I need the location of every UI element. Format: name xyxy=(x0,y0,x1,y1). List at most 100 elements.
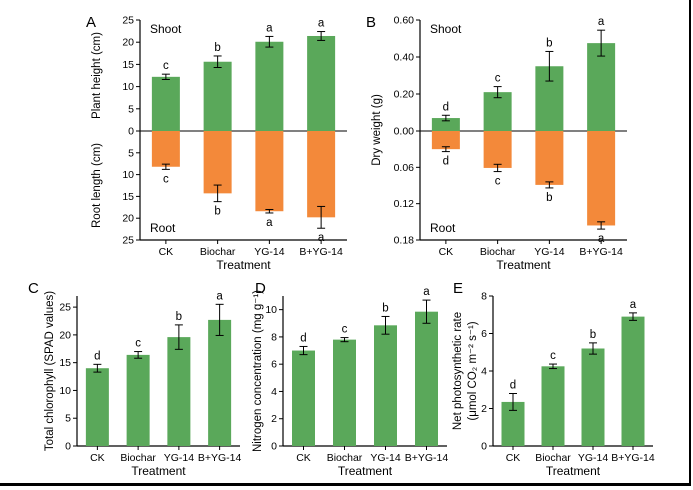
sig-letter: b xyxy=(176,311,182,323)
y-tick-label: 0.40 xyxy=(394,52,415,64)
sig-letter: c xyxy=(495,73,501,85)
x-tick-label: Biochar xyxy=(200,246,236,258)
sig-letter: a xyxy=(266,217,273,229)
x-tick-label: YG-14 xyxy=(370,452,401,464)
panel-d-label: D xyxy=(255,280,266,297)
bar xyxy=(581,348,605,446)
bar xyxy=(208,319,232,446)
sig-letter: c xyxy=(342,324,348,336)
sig-letter: a xyxy=(630,299,637,311)
y-tick-label: 0.12 xyxy=(394,198,415,210)
y-tick-label: 0.06 xyxy=(394,162,415,174)
panel-d-chart: 0 2 4 6 8 10 d c b a Nitrogen concentration (mg g⁻… xyxy=(252,286,448,478)
panel-c-chart: 0 5 10 15 20 25 d c b a Total chlorophyll (SPAD va… xyxy=(44,290,242,478)
sig-letter: a xyxy=(423,286,430,298)
sig-letter: c xyxy=(163,60,169,72)
sig-letter: c xyxy=(550,350,556,362)
panel-e: E 0 2 4 6 8 d c b a Net photosynthetic rate (μmol … xyxy=(445,272,691,484)
region-label: Root xyxy=(430,221,456,235)
x-tick-label: CK xyxy=(506,452,521,464)
bar xyxy=(307,35,336,131)
x-axis-label: Treatment xyxy=(546,464,601,478)
bar xyxy=(151,131,180,167)
y-axis-label: (μmol CO₂ m⁻² s⁻¹) xyxy=(467,321,479,420)
y-tick-label: 20 xyxy=(122,37,134,49)
y-tick-label: 25 xyxy=(122,15,134,27)
sig-letter: d xyxy=(443,101,449,113)
bar xyxy=(483,92,512,131)
sig-letter: d xyxy=(300,332,306,344)
sig-letter: a xyxy=(598,233,605,245)
panel-b-label: B xyxy=(366,14,377,31)
y-tick-label: 5 xyxy=(128,147,134,159)
y-tick-label: 0.18 xyxy=(394,235,415,247)
sig-letter: c xyxy=(135,338,141,350)
bar xyxy=(415,311,438,446)
y-axis-label: Nitrogen concentration (mg g⁻¹) xyxy=(252,290,264,452)
bar xyxy=(501,401,525,446)
y-tick-label: 10 xyxy=(59,385,71,397)
sig-letter: a xyxy=(318,18,325,30)
y-tick-label: 8 xyxy=(481,291,487,303)
x-tick-label: B+YG-14 xyxy=(198,452,242,464)
panel-c-label: C xyxy=(28,280,39,297)
x-tick-label: B+YG-14 xyxy=(579,246,623,258)
bar xyxy=(255,131,284,212)
panel-a-label: A xyxy=(86,14,97,31)
sig-letter: d xyxy=(510,380,516,392)
bar xyxy=(587,131,616,226)
y-tick-label: 5 xyxy=(65,413,71,425)
y-tick-label: 0.60 xyxy=(394,15,415,27)
region-label: Shoot xyxy=(430,22,462,36)
y-tick-label: 0 xyxy=(65,441,71,453)
y-tick-label: 0 xyxy=(271,441,277,453)
sig-letter: a xyxy=(318,232,325,244)
y-tick-label: 15 xyxy=(59,357,71,369)
bar xyxy=(85,368,109,446)
y-axis-label: Net photosynthetic rate xyxy=(452,312,464,430)
x-tick-label: Biochar xyxy=(327,452,363,464)
x-tick-label: Biochar xyxy=(480,246,516,258)
frame-border-bottom xyxy=(0,483,691,486)
y-axis-label: Plant height (cm) xyxy=(91,32,103,119)
sig-letter: b xyxy=(214,42,220,54)
y-tick-label: 0.00 xyxy=(394,126,415,138)
y-tick-label: 6 xyxy=(271,359,277,371)
bar xyxy=(203,61,232,131)
x-tick-label: Biochar xyxy=(535,452,571,464)
sig-letter: b xyxy=(546,37,552,49)
sig-letter: b xyxy=(214,206,220,218)
x-tick-label: B+YG-14 xyxy=(611,452,655,464)
y-tick-label: 2 xyxy=(481,403,487,415)
panel-b-chart: 0.00 0.20 0.40 0.60 d c b a Shoot 0.06 0.12 0.18 d c b… xyxy=(371,15,627,272)
bar xyxy=(333,339,356,446)
y-tick-label: 10 xyxy=(122,169,134,181)
panel-a-chart: 0 5 10 15 20 25 c b a a Shoot Plant height (cm) 5 10 1… xyxy=(91,15,347,272)
x-tick-label: CK xyxy=(90,452,105,464)
bar xyxy=(374,325,397,446)
y-tick-label: 20 xyxy=(122,213,134,225)
x-tick-label: YG-14 xyxy=(254,246,285,258)
x-tick-label: CK xyxy=(296,452,311,464)
sig-letter: c xyxy=(495,176,501,188)
bar xyxy=(292,350,315,446)
x-tick-label: CK xyxy=(159,246,174,258)
bar xyxy=(621,316,645,446)
x-tick-label: YG-14 xyxy=(578,452,609,464)
y-axis-label: Dry weight (g) xyxy=(371,94,383,166)
y-tick-label: 0 xyxy=(481,441,487,453)
panel-b: B 0.00 0.20 0.40 0.60 d c b a Shoot 0.06 0.12 0.18 d… xyxy=(358,6,650,272)
y-axis-label: Total chlorophyll (SPAD values) xyxy=(44,291,56,451)
sig-letter: a xyxy=(266,22,273,34)
frame-border-right xyxy=(689,0,691,486)
x-tick-label: CK xyxy=(439,246,454,258)
bar xyxy=(431,118,460,131)
y-axis-label: Root length (cm) xyxy=(91,143,103,228)
sig-letter: b xyxy=(590,329,596,341)
panel-a: A 0 5 10 15 20 25 c b a a Shoot Plant height (cm) 5 1… xyxy=(78,6,370,272)
y-tick-label: 15 xyxy=(122,191,134,203)
x-tick-label: Biochar xyxy=(120,452,156,464)
sig-letter: a xyxy=(598,16,605,28)
sig-letter: a xyxy=(216,290,223,302)
